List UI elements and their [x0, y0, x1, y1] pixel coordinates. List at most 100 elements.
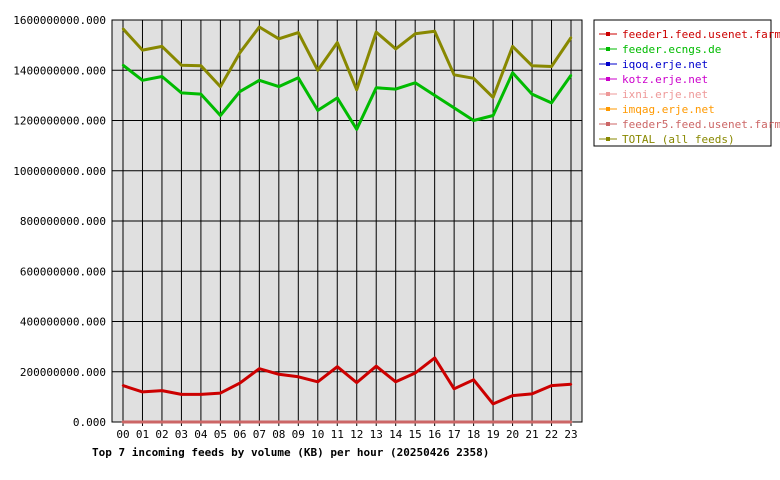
data-point — [375, 420, 378, 424]
y-tick-label: 0.000 — [73, 416, 106, 429]
data-point — [550, 384, 553, 387]
data-point — [258, 420, 261, 424]
data-point — [316, 420, 319, 424]
data-point — [511, 394, 514, 397]
x-tick-label: 17 — [448, 428, 461, 441]
data-point — [258, 79, 261, 82]
data-point — [433, 94, 436, 97]
y-tick-label: 1000000000.000 — [13, 165, 106, 178]
data-point — [277, 37, 281, 41]
x-tick-label: 19 — [486, 428, 499, 441]
series-line-feeder1-feed-usenet-farm — [122, 356, 572, 406]
x-tick-label: 21 — [525, 428, 538, 441]
data-point — [219, 85, 222, 88]
data-point — [413, 371, 417, 375]
legend-label: feeder.ecngs.de — [622, 43, 721, 56]
data-point — [433, 356, 436, 360]
y-tick-label: 200000000.000 — [20, 366, 106, 379]
x-tick-label: 01 — [136, 428, 149, 441]
data-point — [413, 420, 417, 424]
data-point — [160, 45, 164, 48]
data-point — [180, 91, 183, 95]
legend-label: feeder5.feed.usenet.farm — [622, 118, 780, 131]
data-point — [180, 420, 183, 424]
data-point — [180, 393, 183, 396]
data-point — [472, 420, 475, 424]
legend-marker — [606, 122, 610, 126]
data-point — [569, 420, 573, 424]
data-point — [238, 381, 242, 385]
x-tick-label: 07 — [253, 428, 266, 441]
data-point — [141, 390, 144, 394]
x-tick-label: 03 — [175, 428, 188, 441]
data-point — [336, 96, 339, 100]
x-tick-label: 06 — [233, 428, 246, 441]
data-point — [121, 384, 125, 387]
x-tick-label: 13 — [370, 428, 383, 441]
data-point — [472, 119, 475, 122]
data-point — [472, 378, 475, 381]
data-point — [491, 96, 495, 99]
x-tick-label: 10 — [311, 428, 324, 441]
data-point — [452, 420, 456, 424]
data-point — [550, 65, 553, 68]
x-tick-label: 08 — [272, 428, 285, 441]
data-point — [219, 114, 222, 117]
data-point — [199, 393, 203, 396]
legend-marker — [606, 137, 610, 141]
legend-marker — [606, 62, 610, 66]
legend-label: kotz.erje.net — [622, 73, 708, 86]
data-point — [297, 420, 300, 424]
series-line-total-all-feeds- — [121, 25, 573, 99]
data-point — [199, 64, 203, 67]
data-point — [316, 380, 319, 383]
x-tick-label: 04 — [194, 428, 208, 441]
data-point — [355, 88, 358, 92]
data-point — [277, 85, 281, 88]
data-point — [316, 69, 319, 72]
data-point — [316, 109, 319, 112]
data-point — [491, 402, 495, 406]
x-tick-label: 18 — [467, 428, 480, 441]
data-point — [375, 30, 378, 34]
data-point — [297, 375, 300, 378]
x-tick-label: 15 — [409, 428, 422, 441]
data-point — [394, 420, 397, 424]
data-point — [336, 41, 339, 44]
data-point — [394, 47, 397, 51]
data-point — [238, 51, 242, 54]
data-point — [413, 81, 417, 85]
legend-marker — [606, 47, 610, 51]
legend-box — [593, 19, 772, 147]
legend-marker — [606, 107, 610, 111]
y-tick-label: 800000000.000 — [20, 215, 106, 228]
data-point — [336, 420, 339, 424]
x-tick-label: 11 — [331, 428, 344, 441]
y-axis-ticks: 0.000 200000000.000 400000000.000 600000000… — [13, 14, 106, 429]
data-point — [530, 64, 534, 67]
data-point — [141, 79, 144, 82]
legend-label: ixni.erje.net — [622, 88, 708, 101]
x-tick-label: 22 — [545, 428, 558, 441]
data-point — [375, 365, 378, 368]
data-point — [258, 25, 261, 29]
data-point — [121, 420, 125, 424]
legend-label: iqoq.erje.net — [622, 58, 708, 71]
data-point — [297, 76, 300, 79]
data-point — [569, 36, 573, 39]
data-point — [277, 420, 281, 424]
data-point — [394, 87, 397, 91]
data-point — [375, 86, 378, 90]
data-point — [160, 389, 164, 392]
x-tick-label: 14 — [389, 428, 403, 441]
data-point — [452, 106, 456, 110]
data-point — [550, 420, 553, 424]
legend-marker — [606, 92, 610, 96]
data-point — [452, 73, 456, 76]
data-point — [355, 128, 358, 131]
series-lines — [121, 25, 573, 424]
series-line-feeder-ecngs-de — [122, 64, 573, 131]
data-point — [433, 30, 436, 33]
data-point — [394, 380, 397, 383]
